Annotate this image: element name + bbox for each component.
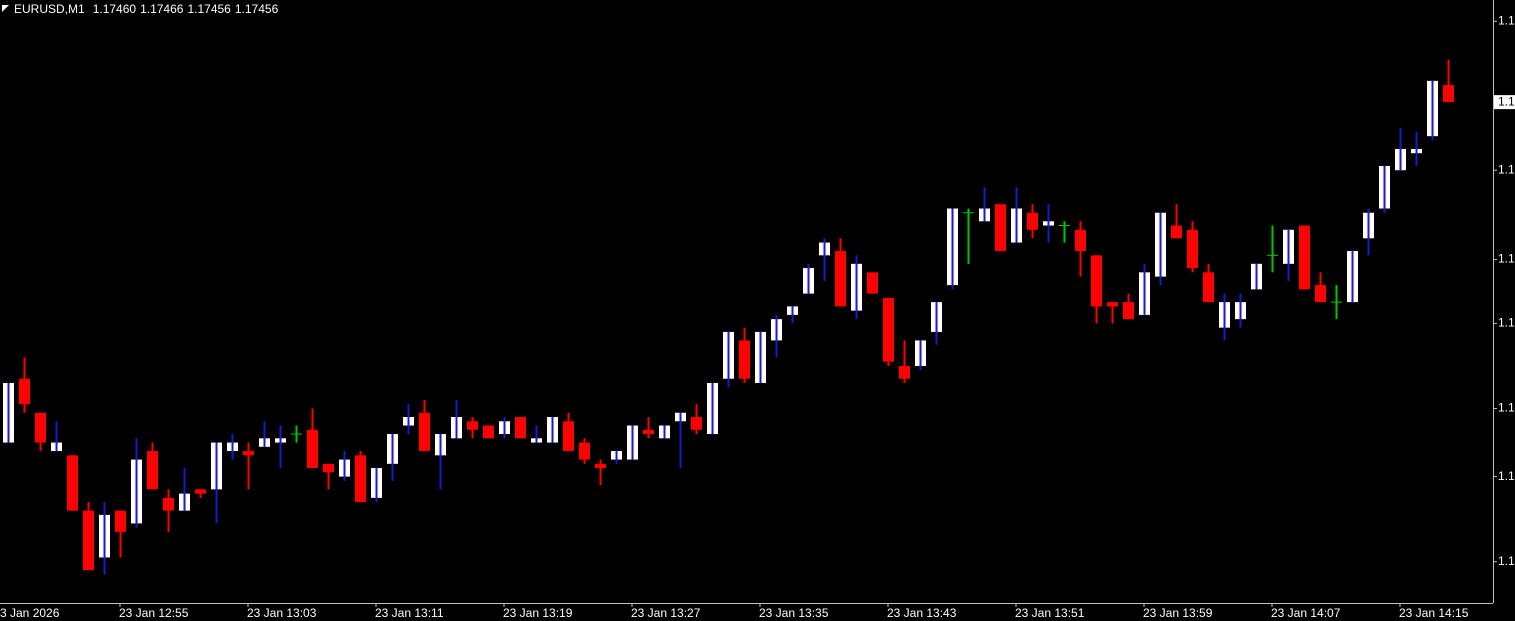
x-start-label: 3 Jan 2026: [0, 606, 60, 620]
x-tick-label: 23 Jan 13:19: [503, 606, 573, 620]
x-tick-label: 23 Jan 13:51: [1015, 606, 1085, 620]
x-tick-label: 23 Jan 14:07: [1271, 606, 1341, 620]
x-tick-label: 23 Jan 13:59: [1143, 606, 1213, 620]
y-tick-label: 1.1: [1498, 162, 1515, 176]
y-tick-label: 1.1: [1498, 252, 1515, 266]
y-tick-label: 1.1: [1498, 13, 1515, 27]
x-tick-label: 23 Jan 13:43: [887, 606, 957, 620]
x-tick-label: 23 Jan 14:15: [1399, 606, 1469, 620]
ohlc-value: 1.17460: [93, 2, 137, 16]
x-tick-label: 23 Jan 13:35: [759, 606, 829, 620]
ohlc-value: 1.17456: [187, 2, 231, 16]
y-tick-label: 1.1: [1498, 401, 1515, 415]
collapse-triangle[interactable]: [2, 5, 9, 12]
ohlc-value: 1.17456: [235, 2, 279, 16]
current-price-label: 1.1: [1498, 94, 1515, 108]
x-tick-label: 23 Jan 13:11: [375, 606, 444, 620]
x-tick-label: 23 Jan 13:27: [631, 606, 701, 620]
y-tick-label: 1.1: [1498, 316, 1515, 330]
x-tick-label: 23 Jan 12:55: [119, 606, 189, 620]
x-tick-label: 23 Jan 13:03: [247, 606, 317, 620]
ohlc-value: 1.17466: [140, 2, 184, 16]
symbol-label: EURUSD,M1: [14, 2, 85, 16]
y-tick-label: 1.1: [1498, 554, 1515, 568]
current-price-box: [1494, 95, 1515, 110]
y-tick-label: 1.1: [1498, 469, 1515, 483]
